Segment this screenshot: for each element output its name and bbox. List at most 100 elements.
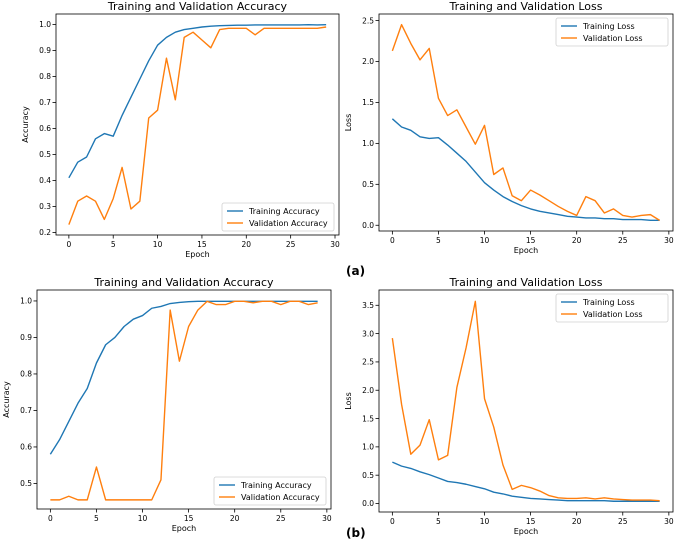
plot-frame: [36, 289, 332, 510]
y-tick-label: 1.0: [20, 297, 32, 306]
x-tick-label: 20: [572, 517, 582, 526]
x-tick-label: 15: [526, 517, 536, 526]
x-tick-label: 10: [153, 240, 163, 249]
chart-0: Training and Validation Accuracy 0 5 10 15 20…: [21, 0, 340, 259]
plot-frame: [55, 13, 340, 236]
y-tick-label: 0.9: [20, 333, 32, 342]
x-tick-label: 20: [242, 240, 252, 249]
x-tick-label: 30: [330, 240, 340, 249]
x-tick-label: 15: [184, 514, 194, 523]
x-tick-label: 15: [197, 240, 207, 249]
series-line-validation: [68, 26, 327, 225]
panel-label-a: (a): [346, 264, 365, 278]
x-tick-label: 0: [390, 236, 395, 245]
y-axis-label: Accuracy: [21, 106, 30, 143]
legend-entry: Training Accuracy: [248, 207, 320, 216]
x-tick-label: 25: [286, 240, 296, 249]
y-tick-label: 0.7: [20, 406, 32, 415]
y-axis-label: Accuracy: [2, 381, 11, 418]
x-tick-label: 25: [276, 514, 286, 523]
y-tick-label: 1.5: [362, 98, 374, 107]
legend-box: [221, 202, 335, 232]
x-tick-label: 5: [436, 236, 441, 245]
y-tick-label: 0.9: [39, 46, 51, 55]
legend-entry: Validation Accuracy: [249, 219, 328, 228]
legend-box: [555, 293, 669, 323]
y-tick-label: 0.5: [362, 180, 374, 189]
x-tick-label: 20: [572, 236, 582, 245]
y-tick-label: 0.0: [362, 499, 374, 508]
chart-title: Training and Validation Loss: [448, 0, 602, 13]
plot-frame: [378, 13, 674, 232]
legend: Training Accuracy Validation Accuracy: [213, 476, 327, 506]
y-tick-label: 2.0: [362, 386, 374, 395]
legend-entry: Validation Loss: [583, 310, 643, 319]
x-axis-label: Epoch: [185, 250, 210, 259]
y-axis-label: Loss: [344, 114, 353, 132]
y-tick-label: 1.0: [362, 139, 374, 148]
y-tick-label: 2.5: [362, 358, 374, 367]
x-tick-label: 5: [94, 514, 99, 523]
y-tick-label: 0.6: [20, 443, 32, 452]
y-tick-label: 1.0: [39, 20, 51, 29]
legend-box: [213, 476, 327, 506]
y-tick-label: 0.5: [20, 479, 32, 488]
x-tick-label: 20: [230, 514, 240, 523]
chart-title: Training and Validation Accuracy: [107, 0, 288, 13]
x-tick-label: 30: [322, 514, 332, 523]
x-tick-label: 5: [436, 517, 441, 526]
y-tick-label: 0.4: [39, 176, 51, 185]
x-tick-label: 10: [480, 517, 490, 526]
y-tick-label: 0.2: [39, 228, 51, 237]
x-axis-label: Epoch: [514, 246, 539, 255]
chart-title: Training and Validation Accuracy: [93, 276, 274, 289]
x-tick-label: 0: [48, 514, 53, 523]
y-tick-label: 2.0: [362, 57, 374, 66]
y-tick-label: 0.5: [39, 150, 51, 159]
y-tick-label: 0.7: [39, 98, 51, 107]
x-axis-label: Epoch: [514, 527, 539, 536]
legend-entry: Validation Accuracy: [241, 493, 320, 502]
legend-entry: Validation Loss: [583, 34, 643, 43]
legend: Training Accuracy Validation Accuracy: [221, 202, 335, 232]
y-axis-label: Loss: [344, 392, 353, 410]
x-tick-label: 10: [138, 514, 148, 523]
y-tick-label: 0.0: [362, 221, 374, 230]
y-tick-label: 3.0: [362, 329, 374, 338]
panel-label-b: (b): [346, 526, 366, 540]
x-tick-label: 5: [111, 240, 116, 249]
x-tick-label: 30: [664, 517, 674, 526]
y-tick-label: 3.5: [362, 301, 374, 310]
legend: Training Loss Validation Loss: [555, 17, 669, 47]
chart-1: Training and Validation Loss 0 5 10 15 20 25 30…: [344, 0, 674, 255]
chart-2: Training and Validation Accuracy 0 5 10 15 20…: [2, 276, 332, 533]
series-line-training: [392, 461, 660, 502]
chart-title: Training and Validation Loss: [448, 276, 602, 289]
x-tick-label: 0: [66, 240, 71, 249]
series-line-validation: [50, 300, 318, 501]
series-line-training: [49, 300, 318, 455]
x-tick-label: 30: [664, 236, 674, 245]
y-tick-label: 2.5: [362, 16, 374, 25]
y-tick-label: 0.8: [39, 72, 51, 81]
plot-frame: [378, 289, 674, 513]
series-line-training: [391, 118, 660, 222]
chart-3: Training and Validation Loss 0 5 10 15 20 25 30…: [344, 276, 674, 536]
x-tick-label: 25: [618, 236, 628, 245]
legend: Training Loss Validation Loss: [555, 293, 669, 323]
x-tick-label: 10: [480, 236, 490, 245]
y-tick-label: 0.8: [20, 370, 32, 379]
legend-entry: Training Loss: [582, 298, 635, 307]
y-tick-label: 1.5: [362, 414, 374, 423]
series-line-validation: [391, 300, 660, 502]
x-tick-label: 25: [618, 517, 628, 526]
series-line-training: [68, 23, 327, 179]
x-tick-label: 15: [526, 236, 536, 245]
legend-entry: Training Accuracy: [240, 481, 312, 490]
legend-box: [555, 17, 669, 47]
x-tick-label: 0: [390, 517, 395, 526]
y-tick-label: 0.6: [39, 124, 51, 133]
x-axis-label: Epoch: [172, 524, 197, 533]
y-tick-label: 0.5: [362, 471, 374, 480]
